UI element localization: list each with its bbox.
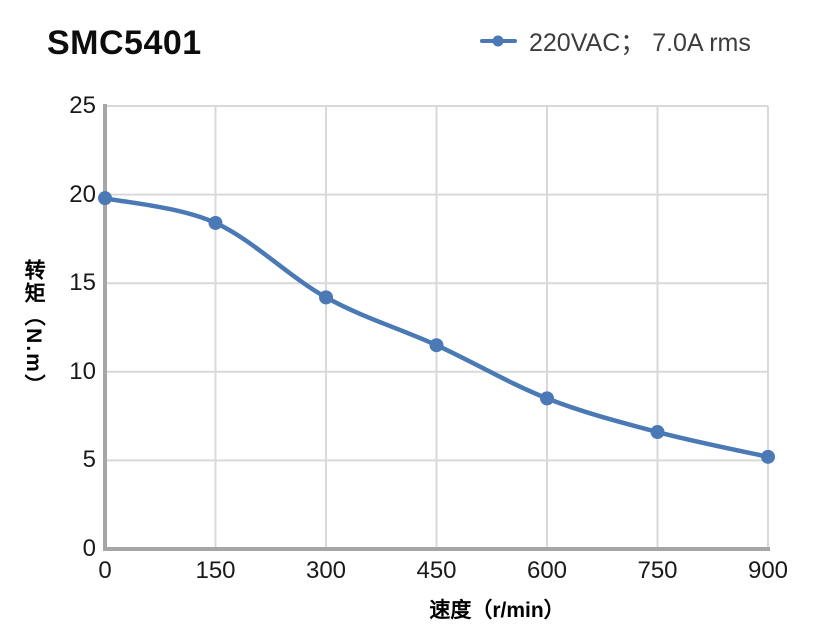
y-axis-title: 转矩（N.m）	[22, 259, 46, 397]
y-tick-label: 10	[69, 357, 96, 385]
y-tick-label: 20	[69, 180, 96, 208]
x-tick-label: 0	[98, 557, 112, 584]
data-point-marker	[319, 290, 333, 305]
chart-title: SMC5401	[47, 24, 202, 62]
legend: 220VAC； 7.0A rms	[480, 26, 751, 57]
data-point-marker	[540, 391, 554, 406]
data-point-marker	[208, 215, 223, 230]
data-point-marker	[761, 449, 775, 464]
y-tick-label: 15	[69, 269, 96, 297]
plot-canvas	[98, 104, 775, 551]
x-tick-label: 750	[637, 557, 678, 584]
y-tick-label: 25	[69, 92, 96, 119]
y-tick-label: 5	[82, 446, 96, 474]
data-point-marker	[429, 338, 444, 353]
data-point-marker	[650, 425, 665, 440]
x-tick-label: 600	[526, 557, 568, 584]
x-tick-label: 150	[195, 557, 236, 584]
legend-line-marker-icon	[480, 35, 517, 47]
x-axis-title: 速度（r/min）	[429, 599, 565, 622]
plot-area	[98, 104, 775, 551]
legend-label: 220VAC； 7.0A rms	[529, 29, 751, 57]
x-tick-label: 450	[416, 557, 457, 584]
data-point-marker	[98, 191, 112, 206]
x-tick-label: 900	[747, 557, 789, 584]
y-tick-label: 0	[82, 535, 96, 562]
x-tick-label: 300	[305, 557, 347, 584]
